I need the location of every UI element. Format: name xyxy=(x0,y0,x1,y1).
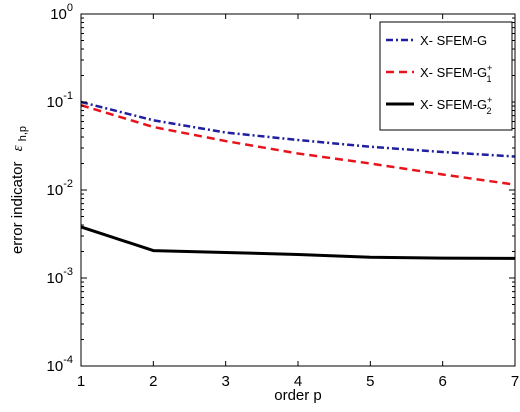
y-tick-exponent: -4 xyxy=(63,354,73,366)
legend-label-1: X- SFEM-G xyxy=(420,33,487,48)
legend-subscript: 2 xyxy=(486,106,491,116)
x-tick-label: 5 xyxy=(366,373,374,390)
legend-label-2: X- SFEM-G+ 1 xyxy=(420,63,492,84)
y-tick-label: 10-1 xyxy=(47,90,73,111)
legend-name: X- SFEM-G xyxy=(420,65,487,80)
x-tick-label: 4 xyxy=(294,373,302,390)
y-tick-label: 10-4 xyxy=(47,354,73,375)
y-tick-base: 10 xyxy=(47,94,64,111)
x-tick-label: 3 xyxy=(221,373,229,390)
legend-label-3: X- SFEM-G+ 2 xyxy=(420,95,492,116)
x-tick-label: 6 xyxy=(438,373,446,390)
y-tick-exponent: -2 xyxy=(63,178,73,190)
y-axis-label-subscript: h,p xyxy=(17,126,29,141)
legend-name: X- SFEM-G xyxy=(420,33,487,48)
x-axis-label: order p xyxy=(274,387,322,404)
y-axis-label: error indicator ε h,p xyxy=(9,126,29,254)
y-tick-base: 10 xyxy=(47,182,64,199)
y-tick-exponent: -3 xyxy=(63,266,73,278)
series-line-1 xyxy=(80,100,516,158)
x-tick-label: 1 xyxy=(77,373,85,390)
y-tick-base: 10 xyxy=(47,270,64,287)
y-axis-label-group: error indicator ε h,p xyxy=(9,126,29,254)
y-axis-label-text: error indicator xyxy=(9,162,26,255)
legend-superscript: + xyxy=(487,95,492,105)
y-tick-label: 10-2 xyxy=(47,178,73,199)
plot-frame xyxy=(80,13,516,367)
x-tick-label: 7 xyxy=(511,373,519,390)
y-tick-label: 100 xyxy=(50,2,73,23)
series-line-2 xyxy=(80,103,516,186)
y-tick-base: 10 xyxy=(50,6,67,23)
y-tick-base: 10 xyxy=(47,358,64,375)
legend-subscript: 1 xyxy=(486,74,491,84)
y-tick-exponent: -1 xyxy=(63,90,73,102)
legend-name: X- SFEM-G xyxy=(420,97,487,112)
y-tick-label: 10-3 xyxy=(47,266,73,287)
y-tick-exponent: 0 xyxy=(67,2,73,14)
y-axis-label-symbol: ε xyxy=(10,145,26,151)
legend-superscript: + xyxy=(487,63,492,73)
series-layer xyxy=(80,100,516,260)
x-tick-label: 2 xyxy=(149,373,157,390)
legend: X- SFEM-GX- SFEM-G+ 1X- SFEM-G+ 2 xyxy=(379,21,513,131)
series-line-3 xyxy=(80,225,516,260)
